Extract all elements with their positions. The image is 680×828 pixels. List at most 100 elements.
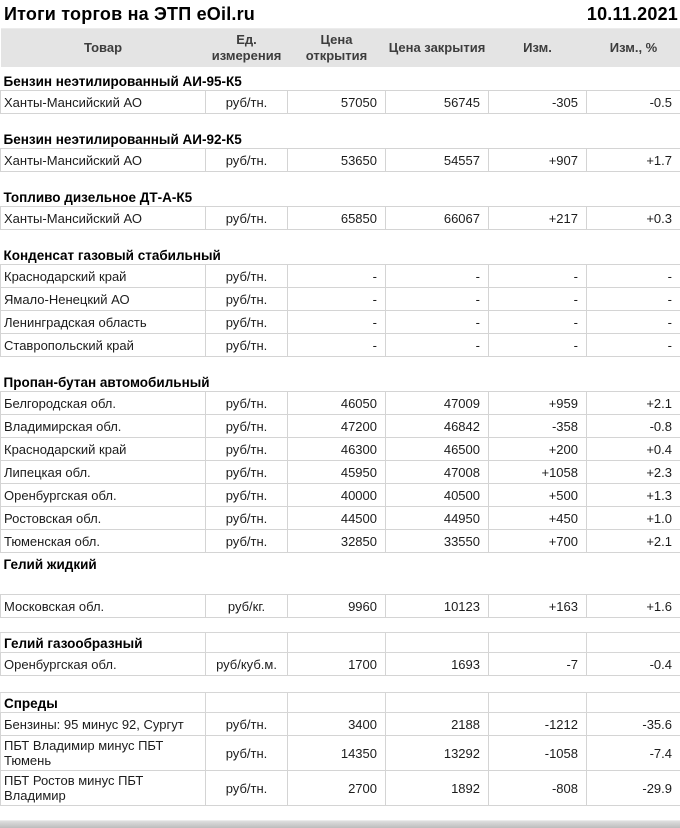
cell-change: +959	[488, 391, 587, 415]
cell-change: -1212	[488, 712, 587, 736]
cell-change: -	[488, 333, 587, 357]
cell-change: -	[488, 310, 587, 334]
table-row: ПБТ Ростов минус ПБТ Владимир руб/тн. 2700…	[0, 770, 680, 806]
section-header-empty-cell	[287, 632, 386, 653]
table-row: Владимирская обл. руб/тн. 47200 46842 -358 -0…	[0, 414, 680, 438]
section-header-empty-cell	[586, 632, 680, 653]
cell-close-price: 10123	[385, 594, 489, 618]
table-row: ПБТ Владимир минус ПБТ Тюмень руб/тн. 1435…	[0, 735, 680, 771]
section-header-empty-cell	[385, 632, 489, 653]
table-row: Краснодарский край руб/тн. 46300 46500 +200 +…	[0, 437, 680, 461]
cell-open-price: -	[287, 333, 386, 357]
cell-change: -1058	[488, 735, 587, 771]
cell-unit: руб/тн.	[205, 333, 288, 357]
section-title: Гелий газообразный	[0, 632, 206, 653]
cell-close-price: 47009	[385, 391, 489, 415]
section-title: Спреды	[0, 692, 206, 713]
cell-unit: руб/тн.	[205, 770, 288, 806]
cell-change-pct: -	[586, 264, 680, 288]
cell-unit: руб/куб.м.	[205, 652, 288, 676]
cell-change-pct: +1.0	[586, 506, 680, 530]
cell-change: +500	[488, 483, 587, 507]
cell-open-price: 3400	[287, 712, 386, 736]
column-header-3: Цена открытия	[287, 28, 386, 67]
spacer-cell	[0, 572, 680, 595]
section-header-empty-cell	[385, 692, 489, 713]
section-header-empty-cell	[205, 692, 288, 713]
cell-open-price: 9960	[287, 594, 386, 618]
section-title: Топливо дизельное ДТ-А-К5	[3, 190, 193, 205]
cell-open-price: 47200	[287, 414, 386, 438]
cell-open-price: 32850	[287, 529, 386, 553]
cell-unit: руб/тн.	[205, 735, 288, 771]
table-row: Ставропольский край руб/тн. - - - -	[0, 333, 680, 357]
cell-unit: руб/тн.	[205, 90, 288, 114]
cell-open-price: 44500	[287, 506, 386, 530]
cell-change-pct: -	[586, 310, 680, 334]
section-header-row: Пропан-бутан автомобильный	[1, 372, 680, 392]
cell-change-pct: -35.6	[586, 712, 680, 736]
column-header-5: Изм.	[488, 28, 587, 67]
cell-product: Ямало-Ненецкий АО	[0, 287, 206, 311]
cell-close-price: 54557	[385, 148, 489, 172]
cell-change: -305	[488, 90, 587, 114]
spacer-cell	[0, 113, 680, 129]
column-header-6: Изм., %	[586, 28, 680, 67]
cell-change-pct: -7.4	[586, 735, 680, 771]
cell-change: -808	[488, 770, 587, 806]
cell-change: -	[488, 287, 587, 311]
cell-unit: руб/тн.	[205, 391, 288, 415]
spacer-cell	[0, 356, 680, 372]
cell-open-price: 57050	[287, 90, 386, 114]
table-row: Ханты-Мансийский АО руб/тн. 53650 54557 +907…	[0, 148, 680, 172]
cell-change-pct: -29.9	[586, 770, 680, 806]
cell-change: +217	[488, 206, 587, 230]
cell-close-price: -	[385, 333, 489, 357]
section-title: Гелий жидкий	[3, 556, 97, 572]
cell-change-pct: +2.3	[586, 460, 680, 484]
cell-close-price: 46500	[385, 437, 489, 461]
section-header-empty-cell	[586, 692, 680, 713]
cell-change-pct: +1.7	[586, 148, 680, 172]
table-row: Тюменская обл. руб/тн. 32850 33550 +700 +2.1	[0, 529, 680, 553]
cell-product: Ставропольский край	[0, 333, 206, 357]
table-header: Товар Ед. измерения Цена открытия Цена закр…	[0, 28, 680, 67]
cell-unit: руб/тн.	[205, 460, 288, 484]
cell-change: -7	[488, 652, 587, 676]
column-header-1: Товар	[0, 28, 206, 67]
cell-change-pct: -	[586, 333, 680, 357]
cell-unit: руб/тн.	[205, 483, 288, 507]
section-title: Пропан-бутан автомобильный	[3, 375, 210, 390]
table-row: Ростовская обл. руб/тн. 44500 44950 +450 +1.0	[0, 506, 680, 530]
column-header-4: Цена закрытия	[385, 28, 489, 67]
cell-close-price: 33550	[385, 529, 489, 553]
page-title: Итоги торгов на ЭТП eOil.ru	[4, 4, 256, 24]
cell-product: Ханты-Мансийский АО	[0, 148, 206, 172]
cell-open-price: 40000	[287, 483, 386, 507]
cell-close-price: 40500	[385, 483, 489, 507]
section-title: Конденсат газовый стабильный	[3, 248, 221, 263]
cell-product: Оренбургская обл.	[0, 483, 206, 507]
cell-open-price: 1700	[287, 652, 386, 676]
cell-open-price: 46050	[287, 391, 386, 415]
cell-open-price: 65850	[287, 206, 386, 230]
section-header-empty-cell	[488, 692, 587, 713]
cell-unit: руб/тн.	[205, 206, 288, 230]
spacer-row	[0, 675, 680, 693]
footer-scrollbar	[0, 820, 680, 828]
cell-change-pct: +0.3	[586, 206, 680, 230]
cell-change-pct: +0.4	[586, 437, 680, 461]
cell-change-pct: +2.1	[586, 529, 680, 553]
cell-change: +907	[488, 148, 587, 172]
cell-close-price: 1892	[385, 770, 489, 806]
section-title: Бензин неэтилированный АИ-95-К5	[3, 74, 242, 89]
table-row: Белгородская обл. руб/тн. 46050 47009 +959 +2…	[0, 391, 680, 415]
cell-unit: руб/тн.	[205, 414, 288, 438]
spacer-row	[0, 229, 680, 245]
cell-close-price: -	[385, 287, 489, 311]
table-row: Московская обл. руб/кг. 9960 10123 +163 +1.6	[0, 594, 680, 618]
cell-close-price: 66067	[385, 206, 489, 230]
section-title: Бензин неэтилированный АИ-92-К5	[3, 132, 242, 147]
cell-change-pct: -0.5	[586, 90, 680, 114]
